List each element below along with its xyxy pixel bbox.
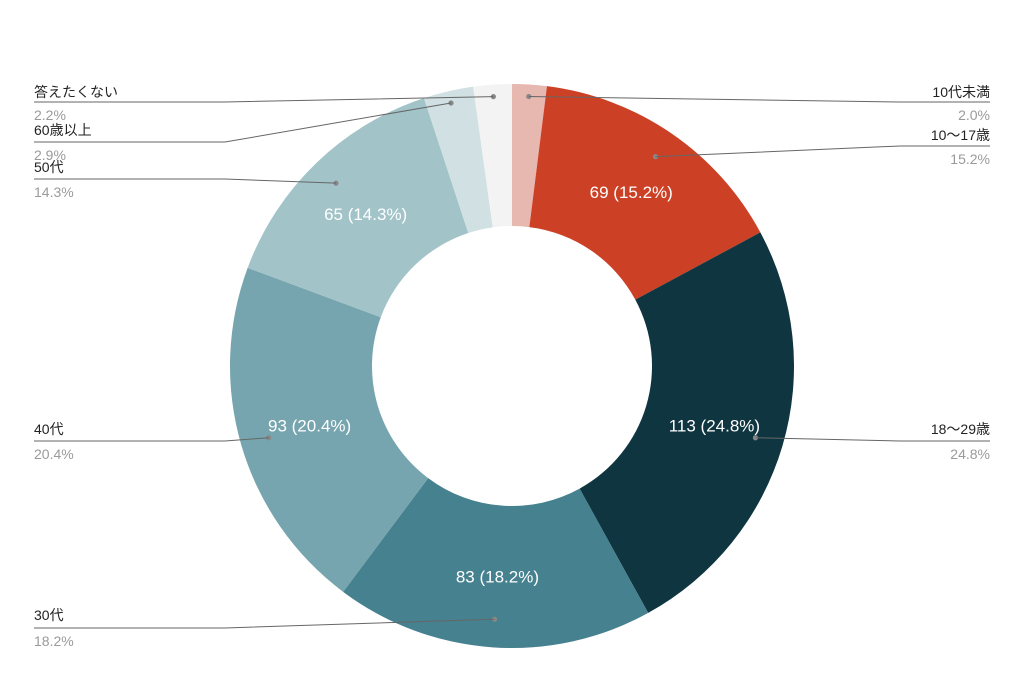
donut-slice-5 xyxy=(247,98,469,318)
legend-percent-label: 24.8% xyxy=(950,446,990,462)
legend-category-label: 10代未満 xyxy=(932,84,990,100)
leader-line xyxy=(34,102,452,143)
legend-percent-label: 20.4% xyxy=(34,446,74,462)
donut-slice-6 xyxy=(423,86,493,234)
slice-value-label: 65 (14.3%) xyxy=(324,205,407,224)
leader-line xyxy=(34,96,494,103)
legend-category-label: 30代 xyxy=(34,607,64,623)
donut-slice-4 xyxy=(229,267,429,592)
legend-percent-label: 18.2% xyxy=(34,633,74,649)
leader-line xyxy=(755,437,990,442)
donut-slices xyxy=(229,84,794,648)
leader-line xyxy=(655,145,990,158)
slice-value-label: 113 (24.8%) xyxy=(669,417,760,436)
legend-percent-label: 15.2% xyxy=(950,151,990,167)
donut-slice-3 xyxy=(343,478,649,648)
legend-percent-label: 2.2% xyxy=(34,107,66,123)
slice-value-label: 93 (20.4%) xyxy=(268,417,351,436)
donut-slice-2 xyxy=(579,232,794,613)
legend-category-label: 60歳以上 xyxy=(34,122,92,138)
legend-percent-label: 2.0% xyxy=(958,107,990,123)
leader-line xyxy=(34,437,269,442)
donut-slice-0 xyxy=(512,84,547,228)
legend-category-label: 18〜29歳 xyxy=(931,421,990,437)
legend-category-label: 40代 xyxy=(34,421,64,437)
slice-value-label: 83 (18.2%) xyxy=(456,567,539,586)
leader-line xyxy=(528,96,990,103)
legend-category-label: 答えたくない xyxy=(34,84,118,100)
leader-legend: 10代未満 2.0% 10〜17歳 15.2% 18〜29歳 24.8% 30代 18.2% 4… xyxy=(34,84,990,649)
legend-percent-label: 14.3% xyxy=(34,184,74,200)
legend-category-label: 50代 xyxy=(34,159,64,175)
donut-slice-7 xyxy=(473,84,512,228)
donut-slice-1 xyxy=(529,86,761,300)
slice-value-label: 69 (15.2%) xyxy=(590,183,673,202)
legend-percent-label: 2.9% xyxy=(34,147,66,163)
legend-category-label: 10〜17歳 xyxy=(931,127,990,143)
slice-value-labels: 69 (15.2%) 113 (24.8%) 83 (18.2%) 93 (20.4%… xyxy=(268,183,760,587)
leader-line xyxy=(34,178,336,184)
leader-line xyxy=(34,618,495,629)
